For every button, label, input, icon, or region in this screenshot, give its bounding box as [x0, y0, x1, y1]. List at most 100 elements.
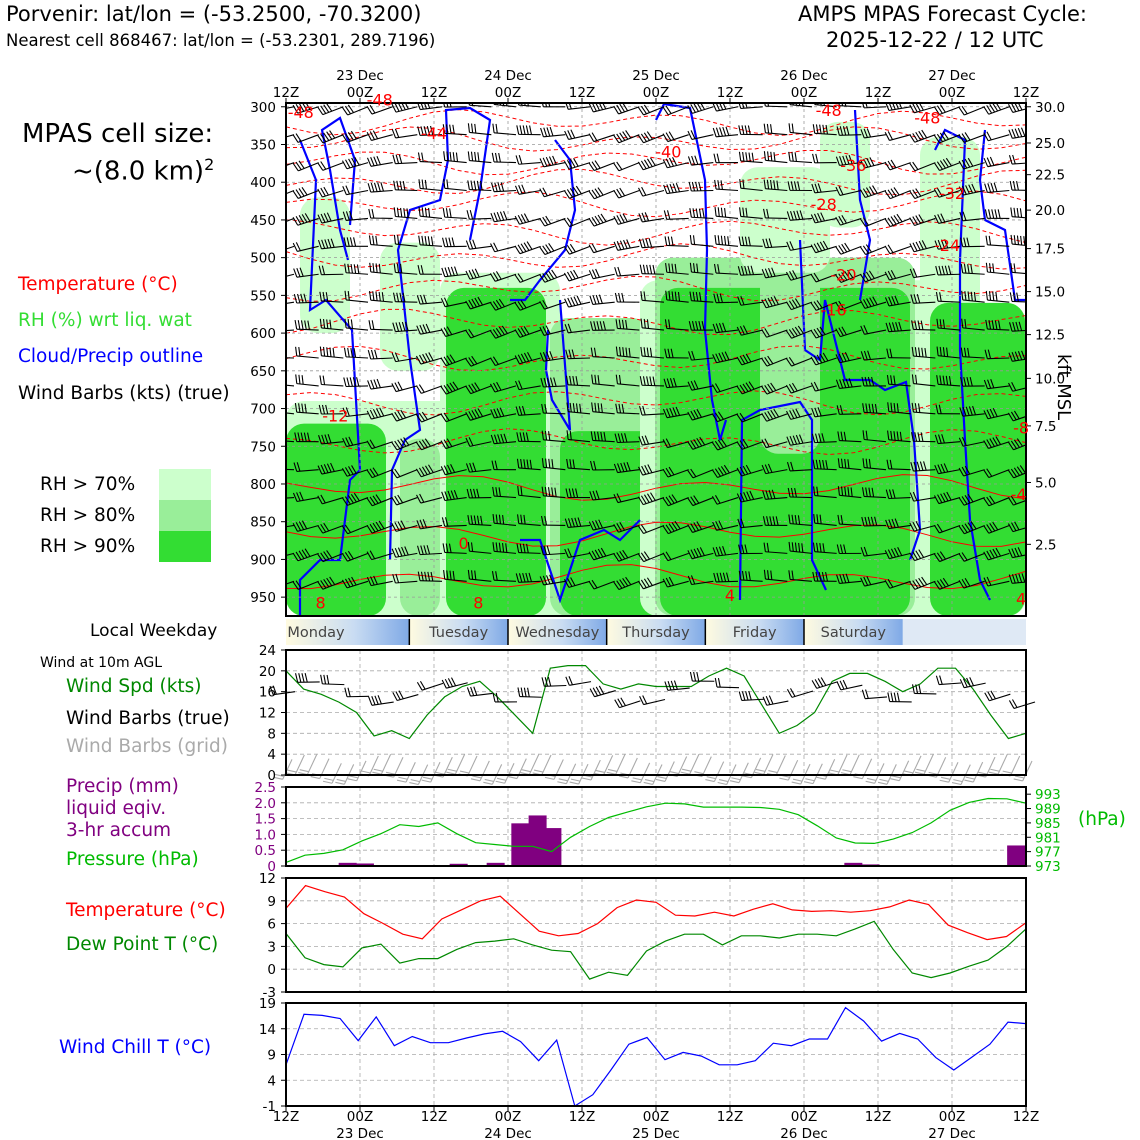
wind-barb: [393, 180, 418, 192]
precip-bar: [1007, 845, 1026, 866]
wind-barb: [689, 262, 714, 275]
wind-barb: [761, 328, 788, 338]
wind-barb: [415, 464, 443, 478]
pressure-tick-label: 750: [250, 439, 276, 455]
wind-barb: [564, 323, 591, 334]
wind-barb: [935, 404, 961, 415]
wind-barb-true: [714, 677, 740, 689]
wind-barb: [711, 438, 739, 451]
wind-barb: [467, 180, 492, 192]
wind-barb: [286, 301, 295, 307]
isotherm-label: -16: [821, 301, 847, 320]
wind-barb: [1008, 127, 1026, 139]
y-tick-label: 3: [267, 939, 276, 955]
wind-barb: [714, 179, 739, 192]
wind-barb-true: [269, 685, 296, 696]
wind-barb: [687, 130, 714, 140]
y-tick-label: 0: [267, 859, 276, 875]
wind-barb: [393, 234, 418, 247]
wind-barb: [442, 124, 467, 136]
cloud-outline: [520, 519, 641, 604]
wind-barb-true: [466, 686, 493, 697]
wind-barb: [341, 104, 369, 116]
wind-barb: [539, 155, 566, 168]
wind-barb: [489, 325, 517, 339]
wind-barb: [689, 208, 714, 219]
weekday-name: Friday: [733, 625, 777, 641]
wind-barb: [540, 545, 566, 556]
wind-barb: [466, 488, 492, 499]
wind-barb: [763, 123, 788, 136]
wind-barb: [467, 515, 492, 527]
wind-barb: [958, 465, 985, 477]
wind-barb: [465, 268, 492, 280]
wind-barb: [911, 402, 936, 415]
wind-barb-true: [565, 676, 592, 686]
wind-barb: [341, 130, 369, 143]
wind-barb: [391, 546, 418, 558]
wind-barb: [884, 159, 911, 171]
wind-barb: [835, 214, 862, 226]
wind-barb: [761, 267, 788, 279]
wind-barb: [391, 468, 418, 479]
pressure-tick-label: 900: [250, 552, 276, 568]
pressure-tick-label: 973: [1035, 859, 1061, 875]
wind-barb: [933, 157, 961, 172]
isotherm-label: -8: [1013, 418, 1029, 437]
wind-barb: [465, 355, 492, 367]
time-tick-label: 12Z: [273, 85, 299, 101]
wind-barb: [588, 160, 615, 172]
date-tick-label: 25 Dec: [632, 1126, 680, 1140]
wind-barb: [714, 206, 739, 219]
wind-barb: [688, 321, 714, 331]
forecast-cycle-date: 2025-12-22 / 12 UTC: [826, 28, 1044, 52]
wind-barb: [637, 104, 665, 116]
wind-barb: [539, 215, 566, 227]
wind-barb: [835, 352, 862, 364]
rh80-swatch: [159, 500, 211, 531]
wind-barb: [810, 272, 837, 283]
wind-barb: [664, 236, 689, 247]
wind-barb: [639, 264, 665, 275]
wind-barb: [687, 547, 714, 560]
precip-bar: [528, 815, 547, 866]
wind-barb: [366, 104, 393, 115]
wind-barb: [366, 520, 393, 534]
pressure-tick-label: 800: [250, 477, 276, 493]
wind-barb: [539, 243, 566, 256]
wind-barb: [638, 435, 665, 446]
wind-barb: [984, 349, 1010, 360]
wind-barb: [490, 242, 517, 253]
wind-barb: [613, 187, 640, 199]
wind-barb: [713, 572, 739, 583]
wind-barb: [983, 468, 1010, 479]
wind-barb: [860, 576, 887, 587]
wind-barb: [443, 151, 467, 164]
wind-barb: [566, 458, 591, 471]
wind-barb: [393, 207, 418, 219]
wind-barb: [712, 546, 739, 557]
wind-barb: [662, 156, 689, 169]
time-tick-label: 12Z: [421, 1109, 447, 1125]
weekday-segment: [705, 619, 804, 645]
wind-barb: [539, 574, 566, 586]
wind-barb: [491, 571, 517, 582]
y-tick-label: 0: [267, 962, 276, 978]
wind-barb: [663, 377, 689, 389]
isotherm-label: -40: [655, 142, 681, 161]
wind-barb-grid: [964, 761, 984, 783]
wind-barb: [286, 580, 295, 589]
wind-barb: [613, 130, 640, 144]
wind-barb: [441, 489, 467, 502]
wind-barb: [983, 379, 1010, 390]
wind-barb: [491, 152, 517, 164]
wind-barb: [812, 459, 837, 471]
wind-barb: [566, 402, 591, 415]
wind-barb: [638, 212, 665, 223]
height-tick-label: 20.0: [1035, 203, 1065, 219]
wind-barb-true: [762, 695, 789, 706]
wind-barb: [810, 240, 837, 254]
weekday-segment: [286, 619, 410, 645]
wind-barb: [835, 300, 862, 311]
wind-barb: [836, 405, 862, 415]
